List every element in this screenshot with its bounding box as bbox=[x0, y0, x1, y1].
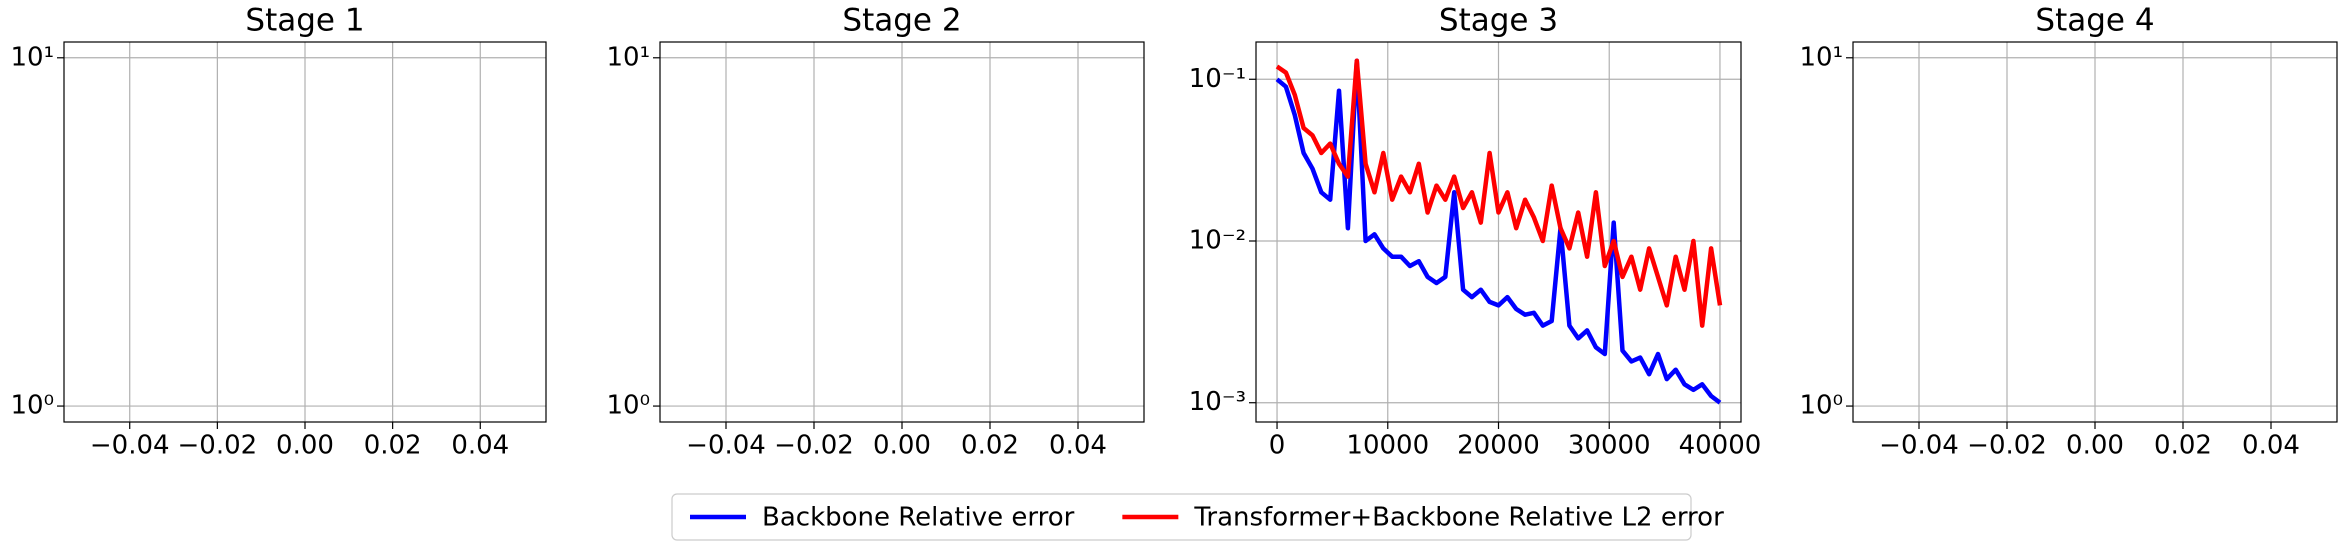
x-tick-label: −0.04 bbox=[686, 431, 766, 461]
x-tick-label: 0.00 bbox=[276, 431, 334, 461]
x-tick-label: 0.00 bbox=[873, 431, 931, 461]
y-tick-label: 10⁰ bbox=[606, 391, 650, 421]
x-tick-label: −0.04 bbox=[90, 431, 170, 461]
legend-frame bbox=[671, 493, 1692, 541]
chart-title: Stage 2 bbox=[842, 3, 961, 39]
x-tick-label: 30000 bbox=[1568, 431, 1651, 461]
chart-title: Stage 3 bbox=[1439, 3, 1558, 39]
x-tick-label: 0.02 bbox=[961, 431, 1019, 461]
plot-frame bbox=[659, 41, 1145, 423]
x-tick-label: 0.02 bbox=[2154, 431, 2212, 461]
y-tick-label: 10¹ bbox=[10, 42, 54, 72]
legend-label: Backbone Relative error bbox=[762, 503, 1075, 533]
data-line bbox=[1275, 58, 1722, 405]
y-tick-label: 10⁻¹ bbox=[1189, 64, 1246, 94]
legend-label: Transformer+Backbone Relative L2 error bbox=[1193, 503, 1724, 533]
x-tick-label: 0.02 bbox=[364, 431, 422, 461]
x-tick-label: −0.02 bbox=[774, 431, 854, 461]
legend: Backbone Relative error Transformer+Backb… bbox=[671, 493, 1724, 541]
x-tick-label: 0.04 bbox=[451, 431, 509, 461]
chart-title: Stage 4 bbox=[2035, 3, 2154, 39]
data-line bbox=[1275, 58, 1723, 328]
y-tick-label: 10¹ bbox=[606, 42, 650, 72]
x-tick-label: 0.04 bbox=[2242, 431, 2300, 461]
y-tick-label: 10⁰ bbox=[10, 391, 54, 421]
x-tick-label: 0.04 bbox=[1049, 431, 1107, 461]
chart-title: Stage 1 bbox=[245, 3, 364, 39]
plot-frame bbox=[1852, 41, 2338, 423]
plot-frame bbox=[1255, 41, 1742, 423]
x-tick-label: 0 bbox=[1269, 431, 1286, 461]
y-tick-label: 10¹ bbox=[1799, 42, 1843, 72]
plot-frame bbox=[63, 41, 547, 423]
x-tick-label: 20000 bbox=[1457, 431, 1540, 461]
x-tick-label: −0.02 bbox=[178, 431, 258, 461]
x-tick-label: 40000 bbox=[1679, 431, 1762, 461]
y-tick-label: 10⁻² bbox=[1189, 225, 1246, 255]
x-tick-label: −0.04 bbox=[1879, 431, 1959, 461]
x-tick-label: −0.02 bbox=[1967, 431, 2047, 461]
x-tick-label: 0.00 bbox=[2066, 431, 2124, 461]
y-tick-label: 10⁰ bbox=[1799, 391, 1843, 421]
y-tick-label: 10⁻³ bbox=[1189, 387, 1246, 417]
x-tick-label: 10000 bbox=[1346, 431, 1429, 461]
